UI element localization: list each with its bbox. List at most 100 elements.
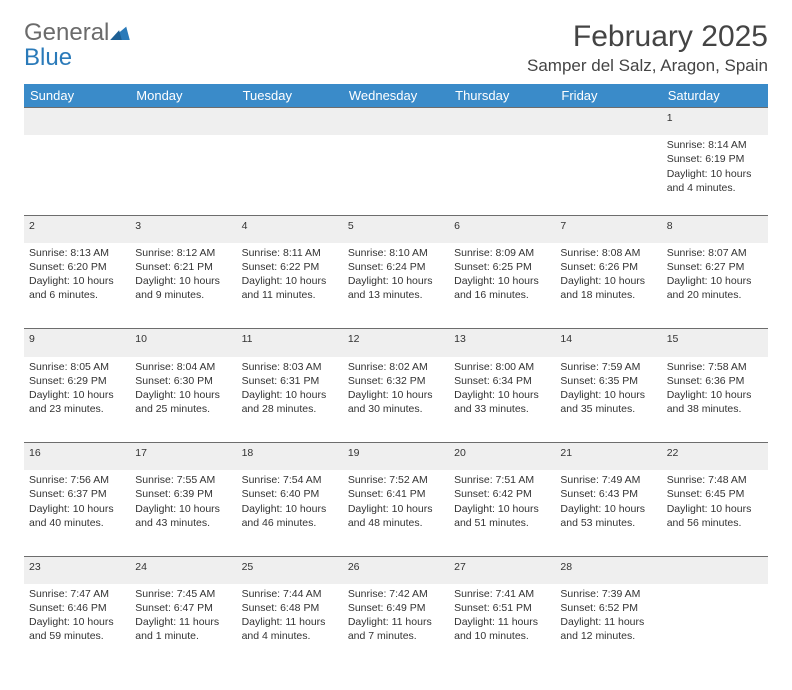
daylight-text: Daylight: 10 hours — [242, 502, 338, 516]
sunrise-text: Sunrise: 8:14 AM — [667, 138, 763, 152]
daylight-text: and 9 minutes. — [135, 288, 231, 302]
day-cell: Sunrise: 8:08 AMSunset: 6:26 PMDaylight:… — [555, 243, 661, 329]
sunset-text: Sunset: 6:39 PM — [135, 487, 231, 501]
day-cell — [237, 135, 343, 215]
daylight-text: Daylight: 10 hours — [348, 388, 444, 402]
daylight-text: Daylight: 10 hours — [667, 167, 763, 181]
day-cell: Sunrise: 7:56 AMSunset: 6:37 PMDaylight:… — [24, 470, 130, 556]
weekday-header-row: Sunday Monday Tuesday Wednesday Thursday… — [24, 84, 768, 108]
sunrise-text: Sunrise: 8:05 AM — [29, 360, 125, 374]
daylight-text: Daylight: 10 hours — [29, 388, 125, 402]
sunrise-text: Sunrise: 8:12 AM — [135, 246, 231, 260]
daylight-text: and 16 minutes. — [454, 288, 550, 302]
daylight-text: and 46 minutes. — [242, 516, 338, 530]
daylight-text: and 38 minutes. — [667, 402, 763, 416]
daylight-text: Daylight: 10 hours — [135, 502, 231, 516]
sunrise-text: Sunrise: 7:55 AM — [135, 473, 231, 487]
sunset-text: Sunset: 6:49 PM — [348, 601, 444, 615]
sunset-text: Sunset: 6:40 PM — [242, 487, 338, 501]
sunset-text: Sunset: 6:52 PM — [560, 601, 656, 615]
daylight-text: and 13 minutes. — [348, 288, 444, 302]
daylight-text: Daylight: 11 hours — [454, 615, 550, 629]
daylight-text: Daylight: 11 hours — [135, 615, 231, 629]
daylight-text: and 33 minutes. — [454, 402, 550, 416]
sunset-text: Sunset: 6:47 PM — [135, 601, 231, 615]
day-cell — [343, 135, 449, 215]
day-cell: Sunrise: 8:14 AMSunset: 6:19 PMDaylight:… — [662, 135, 768, 215]
day-cell: Sunrise: 7:55 AMSunset: 6:39 PMDaylight:… — [130, 470, 236, 556]
sunrise-text: Sunrise: 8:02 AM — [348, 360, 444, 374]
daylight-text: Daylight: 10 hours — [560, 274, 656, 288]
daylight-text: Daylight: 10 hours — [135, 388, 231, 402]
daylight-text: Daylight: 10 hours — [560, 388, 656, 402]
day-number: 2 — [24, 215, 130, 243]
daylight-text: Daylight: 10 hours — [667, 274, 763, 288]
day-number: 28 — [555, 556, 661, 584]
sunset-text: Sunset: 6:42 PM — [454, 487, 550, 501]
daylight-text: and 43 minutes. — [135, 516, 231, 530]
sunrise-text: Sunrise: 7:47 AM — [29, 587, 125, 601]
col-friday: Friday — [555, 84, 661, 108]
sunset-text: Sunset: 6:26 PM — [560, 260, 656, 274]
daylight-text: and 48 minutes. — [348, 516, 444, 530]
daylight-text: Daylight: 11 hours — [242, 615, 338, 629]
page-title: February 2025 — [527, 20, 768, 54]
day-cell: Sunrise: 8:04 AMSunset: 6:30 PMDaylight:… — [130, 357, 236, 443]
daylight-text: and 20 minutes. — [667, 288, 763, 302]
day-cell: Sunrise: 7:48 AMSunset: 6:45 PMDaylight:… — [662, 470, 768, 556]
sunrise-text: Sunrise: 7:48 AM — [667, 473, 763, 487]
sunset-text: Sunset: 6:48 PM — [242, 601, 338, 615]
sunrise-text: Sunrise: 7:51 AM — [454, 473, 550, 487]
sunset-text: Sunset: 6:31 PM — [242, 374, 338, 388]
sunset-text: Sunset: 6:43 PM — [560, 487, 656, 501]
header: GeneralBlue February 2025 Samper del Sal… — [24, 20, 768, 76]
sunrise-text: Sunrise: 7:54 AM — [242, 473, 338, 487]
day-cell — [24, 135, 130, 215]
day-cell: Sunrise: 7:58 AMSunset: 6:36 PMDaylight:… — [662, 357, 768, 443]
day-number — [343, 108, 449, 136]
day-number: 4 — [237, 215, 343, 243]
sunset-text: Sunset: 6:51 PM — [454, 601, 550, 615]
daylight-text: Daylight: 11 hours — [560, 615, 656, 629]
sunrise-text: Sunrise: 7:39 AM — [560, 587, 656, 601]
day-number: 15 — [662, 329, 768, 357]
daylight-text: Daylight: 10 hours — [29, 502, 125, 516]
day-cell: Sunrise: 8:10 AMSunset: 6:24 PMDaylight:… — [343, 243, 449, 329]
day-number: 19 — [343, 443, 449, 471]
daylight-text: and 53 minutes. — [560, 516, 656, 530]
day-cell — [662, 584, 768, 670]
day-number: 5 — [343, 215, 449, 243]
daylight-text: Daylight: 10 hours — [560, 502, 656, 516]
sunrise-text: Sunrise: 7:58 AM — [667, 360, 763, 374]
day-cell: Sunrise: 7:44 AMSunset: 6:48 PMDaylight:… — [237, 584, 343, 670]
day-cell: Sunrise: 7:52 AMSunset: 6:41 PMDaylight:… — [343, 470, 449, 556]
sunset-text: Sunset: 6:46 PM — [29, 601, 125, 615]
day-cell: Sunrise: 7:59 AMSunset: 6:35 PMDaylight:… — [555, 357, 661, 443]
day-cell: Sunrise: 8:00 AMSunset: 6:34 PMDaylight:… — [449, 357, 555, 443]
daylight-text: Daylight: 10 hours — [454, 388, 550, 402]
daylight-text: Daylight: 10 hours — [242, 388, 338, 402]
day-cell: Sunrise: 7:41 AMSunset: 6:51 PMDaylight:… — [449, 584, 555, 670]
title-block: February 2025 Samper del Salz, Aragon, S… — [527, 20, 768, 76]
sunrise-text: Sunrise: 8:04 AM — [135, 360, 231, 374]
daylight-text: and 4 minutes. — [242, 629, 338, 643]
day-cell: Sunrise: 8:12 AMSunset: 6:21 PMDaylight:… — [130, 243, 236, 329]
day-cell: Sunrise: 7:45 AMSunset: 6:47 PMDaylight:… — [130, 584, 236, 670]
logo: GeneralBlue — [24, 20, 130, 70]
sunrise-text: Sunrise: 8:09 AM — [454, 246, 550, 260]
sunrise-text: Sunrise: 7:42 AM — [348, 587, 444, 601]
day-cell: Sunrise: 8:09 AMSunset: 6:25 PMDaylight:… — [449, 243, 555, 329]
daylight-text: Daylight: 10 hours — [667, 388, 763, 402]
daylight-text: and 4 minutes. — [667, 181, 763, 195]
sunrise-text: Sunrise: 7:41 AM — [454, 587, 550, 601]
sunset-text: Sunset: 6:35 PM — [560, 374, 656, 388]
sunrise-text: Sunrise: 8:11 AM — [242, 246, 338, 260]
daylight-text: and 23 minutes. — [29, 402, 125, 416]
sunset-text: Sunset: 6:27 PM — [667, 260, 763, 274]
day-cell: Sunrise: 8:02 AMSunset: 6:32 PMDaylight:… — [343, 357, 449, 443]
week-row: Sunrise: 8:14 AMSunset: 6:19 PMDaylight:… — [24, 135, 768, 215]
sunrise-text: Sunrise: 8:07 AM — [667, 246, 763, 260]
daylight-text: and 40 minutes. — [29, 516, 125, 530]
day-number — [237, 108, 343, 136]
col-monday: Monday — [130, 84, 236, 108]
